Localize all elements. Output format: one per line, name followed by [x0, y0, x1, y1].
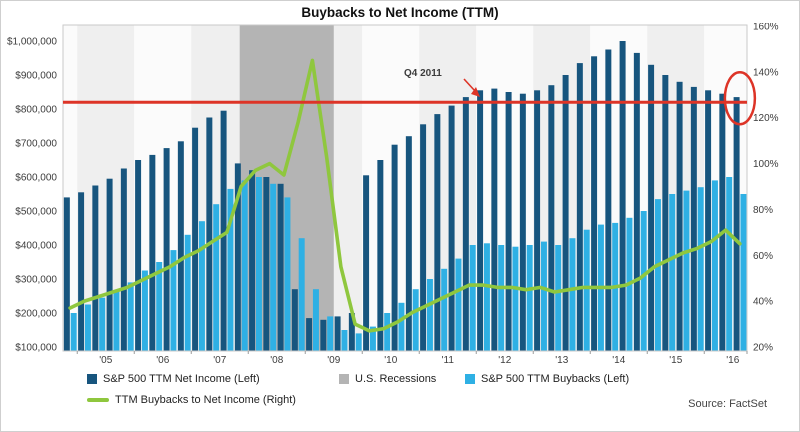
svg-text:'07: '07 [213, 355, 226, 366]
svg-text:'06: '06 [156, 355, 169, 366]
legend-net-income: S&P 500 TTM Net Income (Left) [87, 373, 260, 385]
svg-text:'12: '12 [498, 355, 511, 366]
ratio-line [68, 58, 742, 333]
page-title: Buybacks to Net Income (TTM) [301, 5, 499, 20]
svg-text:$400,000: $400,000 [15, 241, 57, 252]
legend-recessions: U.S. Recessions [339, 373, 436, 385]
svg-text:80%: 80% [753, 205, 773, 216]
svg-text:$800,000: $800,000 [15, 105, 57, 116]
legend-buybacks: S&P 500 TTM Buybacks (Left) [465, 373, 629, 385]
svg-text:40%: 40% [753, 297, 773, 308]
legend-ratio: TTM Buybacks to Net Income (Right) [87, 394, 296, 406]
legend-net-income-swatch [87, 374, 97, 384]
annotation-arrow [463, 78, 476, 92]
svg-text:'15: '15 [669, 355, 682, 366]
buybacks-bars [70, 177, 747, 351]
svg-text:$300,000: $300,000 [15, 275, 57, 286]
source-label: Source: FactSet [688, 398, 767, 410]
svg-text:'16: '16 [726, 355, 739, 366]
svg-text:$200,000: $200,000 [15, 309, 57, 320]
svg-text:'09: '09 [327, 355, 340, 366]
svg-text:'14: '14 [612, 355, 625, 366]
svg-text:$700,000: $700,000 [15, 139, 57, 150]
legend-net-income-label: S&P 500 TTM Net Income (Left) [103, 373, 260, 385]
chart-svg: Q4 2011$100,000$200,000$300,000$400,000$… [7, 22, 779, 367]
svg-text:'11: '11 [442, 355, 455, 366]
legend-buybacks-label: S&P 500 TTM Buybacks (Left) [481, 373, 630, 385]
chart-area: Q4 2011 $100,000 $200,000 $300,000 $400,000 $… [1, 22, 799, 374]
svg-text:$600,000: $600,000 [15, 173, 57, 184]
annotation-arrowhead [471, 87, 480, 97]
svg-text:$1,000,000: $1,000,000 [7, 37, 57, 48]
legend-recessions-label: U.S. Recessions [355, 373, 437, 385]
svg-text:'10: '10 [384, 355, 397, 366]
right-axis-labels: 20% 40% 60% 80% 100% 120% 140% 160% [753, 22, 779, 354]
legend-ratio-swatch [87, 398, 109, 402]
plot-border [62, 24, 748, 352]
svg-text:20%: 20% [753, 343, 773, 354]
legend-recessions-swatch [339, 374, 349, 384]
svg-text:140%: 140% [753, 67, 779, 78]
svg-text:120%: 120% [753, 113, 779, 124]
legend-buybacks-swatch [465, 374, 475, 384]
net-income-bars [63, 41, 740, 352]
svg-text:'08: '08 [270, 355, 283, 366]
svg-text:$900,000: $900,000 [15, 71, 57, 82]
left-axis-labels: $100,000 $200,000 $300,000 $400,000 $500,000… [7, 37, 57, 354]
highlight-ellipse [723, 70, 757, 126]
svg-text:$100,000: $100,000 [15, 343, 57, 354]
svg-text:160%: 160% [753, 23, 779, 33]
svg-text:'13: '13 [555, 355, 568, 366]
legend-ratio-label: TTM Buybacks to Net Income (Right) [115, 394, 296, 406]
svg-text:60%: 60% [753, 251, 773, 262]
annotation-q4-2011: Q4 2011 [404, 68, 442, 79]
svg-text:'05: '05 [99, 355, 112, 366]
svg-text:$500,000: $500,000 [15, 207, 57, 218]
x-axis-labels: '05 '06 '07 '08 '09 '10 '11 '12 '13 '14 '15 '16 [76, 351, 748, 366]
svg-text:100%: 100% [753, 159, 779, 170]
